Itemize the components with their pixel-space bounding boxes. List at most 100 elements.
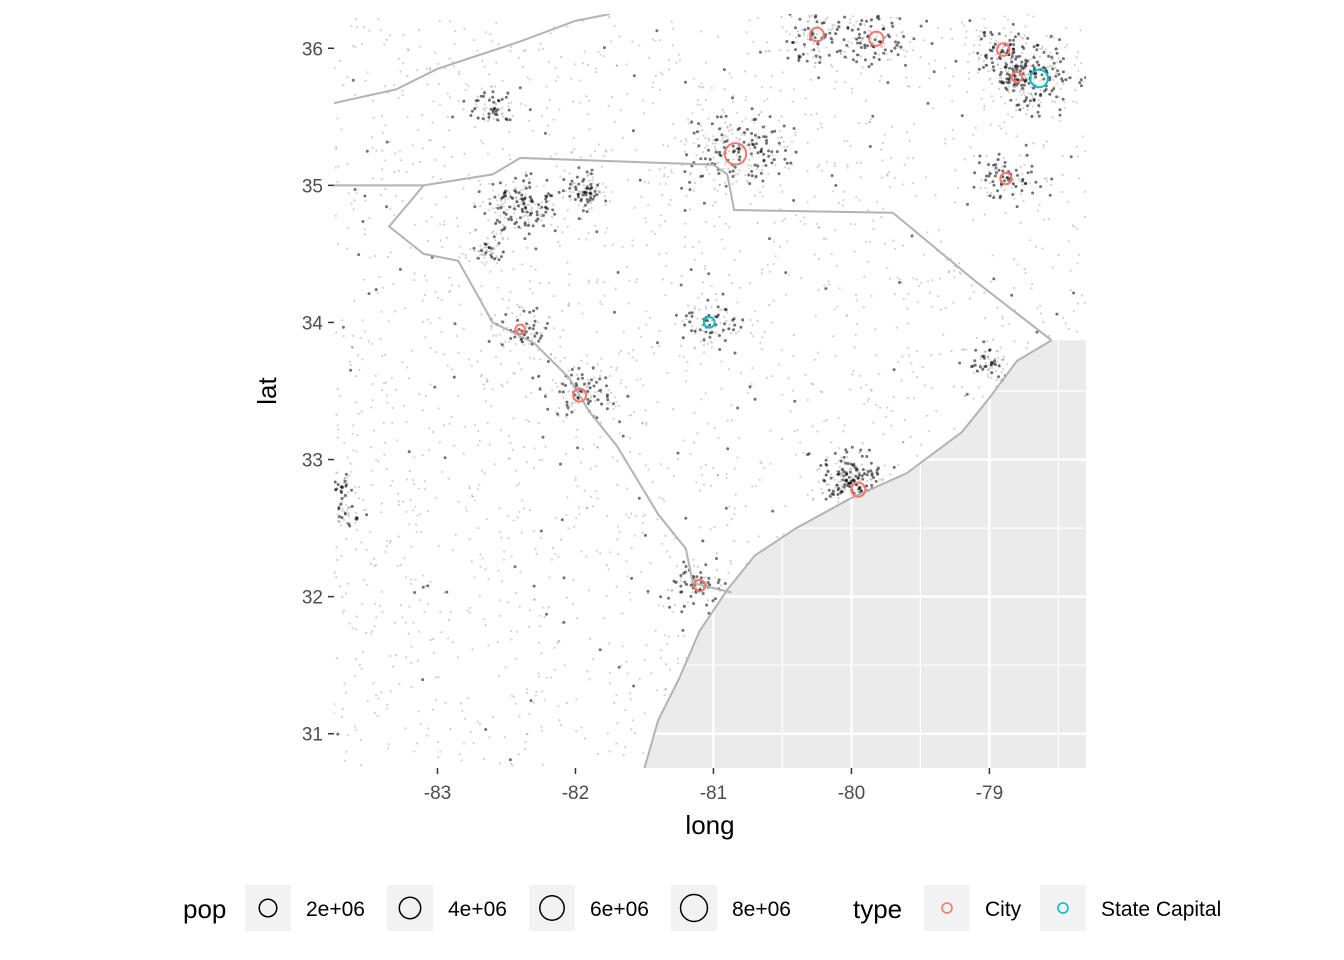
population-dot: [1069, 289, 1072, 292]
population-dot: [706, 144, 709, 147]
population-dot: [429, 383, 432, 386]
population-dot: [416, 514, 419, 517]
population-dot: [667, 588, 670, 592]
population-dot: [701, 592, 705, 595]
population-dot: [998, 76, 1001, 79]
population-dot: [750, 141, 753, 144]
population-dot: [894, 40, 897, 44]
population-dot: [780, 136, 783, 139]
population-dot: [763, 331, 766, 334]
population-dot: [359, 764, 363, 767]
population-dot: [625, 560, 628, 563]
population-dot: [860, 19, 864, 22]
population-dot: [347, 514, 350, 517]
population-dot: [437, 407, 440, 410]
population-dot: [729, 562, 733, 565]
population-dot: [603, 154, 606, 157]
population-dot: [545, 612, 548, 616]
population-dot: [659, 595, 663, 599]
population-dot: [839, 480, 843, 483]
population-dot: [865, 19, 868, 23]
population-dot: [641, 422, 644, 425]
population-dot: [540, 215, 543, 218]
population-dot: [972, 133, 975, 136]
population-dot: [633, 534, 637, 537]
population-dot: [987, 357, 990, 360]
population-dot: [881, 477, 884, 481]
population-dot: [902, 183, 905, 186]
population-dot: [513, 565, 517, 569]
population-dot: [791, 140, 794, 143]
population-dot: [451, 641, 454, 644]
population-dot: [983, 291, 986, 294]
population-dot: [517, 56, 521, 59]
population-dot: [532, 701, 535, 704]
population-dot: [584, 193, 588, 197]
population-dot: [587, 281, 590, 284]
population-dot: [651, 86, 654, 89]
x-tick-label: -81: [700, 783, 727, 804]
population-dot: [1004, 61, 1007, 64]
population-dot: [860, 454, 864, 458]
population-dot: [433, 385, 437, 389]
population-dot: [1020, 189, 1024, 193]
population-dot: [547, 281, 551, 284]
population-dot: [383, 85, 386, 88]
population-dot: [547, 124, 550, 127]
population-dot: [986, 191, 989, 194]
population-dot: [1057, 72, 1061, 76]
population-dot: [387, 320, 391, 323]
population-dot: [537, 203, 541, 207]
population-dot: [394, 654, 397, 657]
population-dot: [757, 135, 761, 139]
population-dot: [401, 89, 404, 92]
population-dot: [343, 759, 346, 762]
population-dot: [878, 373, 881, 376]
population-dot: [580, 461, 583, 464]
population-dot: [531, 376, 535, 380]
population-dot: [681, 320, 684, 323]
population-dot: [801, 28, 804, 31]
population-dot: [423, 488, 426, 491]
population-dot: [750, 138, 754, 142]
population-dot: [824, 473, 828, 477]
population-dot: [436, 740, 439, 744]
population-dot: [1004, 34, 1008, 37]
population-dot: [362, 509, 365, 512]
population-dot: [1040, 73, 1044, 77]
population-dot: [971, 284, 974, 287]
population-dot: [361, 602, 364, 605]
population-dot: [418, 392, 421, 396]
population-dot: [336, 436, 339, 439]
population-dot: [589, 467, 592, 470]
population-dot: [481, 557, 484, 560]
population-dot: [343, 477, 346, 480]
state-border: [334, 156, 1053, 342]
population-dot: [975, 29, 978, 32]
population-dot: [483, 256, 486, 259]
population-dot: [539, 386, 542, 389]
population-dot: [715, 551, 719, 555]
population-dot: [813, 253, 816, 256]
population-dot: [611, 402, 615, 406]
population-dot: [578, 389, 582, 393]
population-dot: [337, 507, 341, 511]
population-dot: [918, 284, 921, 287]
population-dot: [1013, 286, 1016, 289]
population-dot: [570, 77, 573, 80]
population-dot: [830, 473, 833, 476]
population-dot: [797, 59, 801, 62]
population-dot: [515, 591, 518, 595]
population-dot: [761, 336, 764, 339]
population-dot: [717, 474, 720, 477]
population-dot: [381, 168, 384, 171]
population-dot: [544, 392, 547, 395]
population-dot: [504, 212, 508, 216]
population-dot: [402, 500, 405, 503]
population-dot: [666, 175, 670, 178]
population-dot: [389, 251, 392, 254]
population-dot: [902, 35, 906, 39]
population-dot: [751, 324, 754, 327]
population-dot: [539, 536, 543, 539]
population-dot: [878, 406, 882, 409]
